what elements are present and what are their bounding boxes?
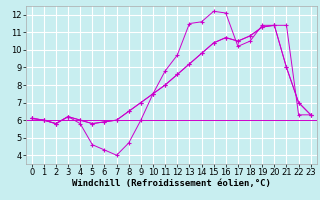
X-axis label: Windchill (Refroidissement éolien,°C): Windchill (Refroidissement éolien,°C) — [72, 179, 271, 188]
